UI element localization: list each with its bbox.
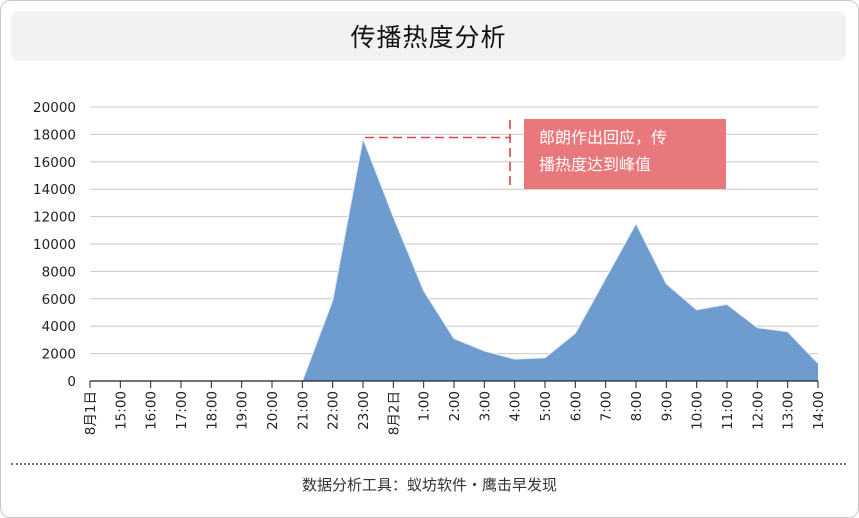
x-tick-label: 18:00 bbox=[204, 391, 220, 430]
x-tick-label: 23:00 bbox=[356, 391, 372, 430]
y-tick-label: 8000 bbox=[42, 264, 76, 280]
chart-title: 传播热度分析 bbox=[350, 23, 507, 52]
x-tick-label: 16:00 bbox=[144, 391, 160, 430]
x-tick-label: 2:00 bbox=[447, 391, 463, 421]
x-tick-label: 22:00 bbox=[326, 391, 342, 430]
x-tick-label: 6:00 bbox=[568, 391, 584, 421]
footer-divider bbox=[11, 463, 846, 465]
annotation-box bbox=[524, 119, 726, 189]
x-tick-label: 19:00 bbox=[235, 391, 251, 430]
x-tick-label: 21:00 bbox=[295, 391, 311, 430]
x-tick-label: 20:00 bbox=[265, 391, 281, 430]
x-tick-label: 5:00 bbox=[538, 391, 554, 421]
x-tick-label: 15:00 bbox=[113, 391, 129, 430]
y-tick-label: 14000 bbox=[33, 182, 76, 198]
annotation-text: 郎朗作出回应，传 bbox=[539, 128, 667, 147]
x-tick-label: 8月1日 bbox=[83, 391, 99, 435]
x-tick-label: 10:00 bbox=[690, 391, 706, 430]
x-tick-label: 9:00 bbox=[659, 391, 675, 421]
y-tick-label: 10000 bbox=[33, 237, 76, 253]
annotation-text: 播热度达到峰值 bbox=[539, 155, 651, 174]
title-bar: 传播热度分析 bbox=[11, 11, 846, 61]
x-tick-label: 1:00 bbox=[417, 391, 433, 421]
x-tick-label: 4:00 bbox=[508, 391, 524, 421]
y-tick-label: 16000 bbox=[33, 155, 76, 171]
y-tick-label: 0 bbox=[67, 374, 76, 390]
x-tick-label: 14:00 bbox=[811, 391, 827, 430]
x-tick-label: 17:00 bbox=[174, 391, 190, 430]
x-tick-label: 8月2日 bbox=[386, 391, 402, 435]
axis-layer: 0 2000 4000 6000 8000 10000 12000 14000 16000 180… bbox=[33, 100, 827, 435]
x-tick-label: 7:00 bbox=[599, 391, 615, 421]
y-tick-label: 12000 bbox=[33, 210, 76, 226]
x-tick-label: 13:00 bbox=[781, 391, 797, 430]
y-tick-label: 4000 bbox=[42, 319, 76, 335]
y-tick-label: 20000 bbox=[33, 100, 76, 116]
footer-credit: 数据分析工具：蚁坊软件・鹰击早发现 bbox=[301, 476, 557, 494]
y-tick-label: 18000 bbox=[33, 127, 76, 143]
area-series-fill bbox=[90, 138, 818, 381]
x-tick-label: 8:00 bbox=[629, 391, 645, 421]
area-chart: 0 2000 4000 6000 8000 10000 12000 14000 16000 180… bbox=[33, 100, 827, 435]
x-tick-label: 11:00 bbox=[720, 391, 736, 430]
y-tick-label: 6000 bbox=[42, 292, 76, 308]
x-tick-label: 12:00 bbox=[750, 391, 766, 430]
y-tick-label: 2000 bbox=[42, 347, 76, 363]
x-tick-label: 3:00 bbox=[477, 391, 493, 421]
